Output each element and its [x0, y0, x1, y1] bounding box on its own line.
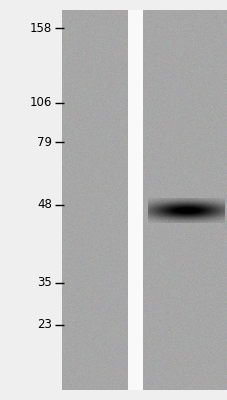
Text: 158: 158 [30, 22, 52, 34]
Text: 23: 23 [37, 318, 52, 332]
Text: 106: 106 [30, 96, 52, 110]
Text: 48: 48 [37, 198, 52, 212]
Text: 35: 35 [37, 276, 52, 290]
Text: 79: 79 [37, 136, 52, 148]
